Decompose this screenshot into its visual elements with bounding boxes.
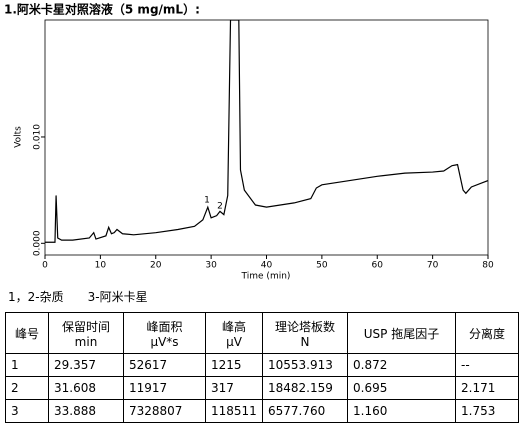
header-text: USP 拖尾因子: [363, 326, 440, 341]
header-cell: 峰高 μV: [205, 312, 263, 354]
table-cell: 29.357: [48, 353, 124, 377]
peak-label: 1: [204, 196, 210, 206]
header-cell: USP 拖尾因子: [347, 312, 456, 354]
chart-title: 1.阿米卡星对照溶液（5 mg/mL）:: [4, 2, 200, 17]
table-cell: 118511: [205, 399, 263, 423]
table-cell: 2.171: [455, 376, 519, 400]
table-cell: 1.753: [455, 399, 519, 423]
header-cell: 理论塔板数 N: [262, 312, 348, 354]
plot-frame: [44, 19, 489, 256]
header-cell: 峰面积 μV*s: [123, 312, 206, 354]
table-cell: 0.695: [347, 376, 456, 400]
table-cell: 18482.159: [262, 376, 348, 400]
x-tick-label: 40: [261, 261, 273, 271]
table-cell: 11917: [123, 376, 206, 400]
x-tick-label: 30: [205, 261, 217, 271]
y-tick-label: 0.000: [33, 230, 43, 256]
header-cell: 分离度: [455, 312, 519, 354]
x-tick-label: 50: [316, 261, 328, 271]
x-tick-label: 80: [482, 261, 494, 271]
header-text: 保留时间: [61, 319, 110, 334]
header-text: 分离度: [468, 326, 505, 341]
y-axis-label: Volts: [14, 126, 24, 148]
table-cell: 7328807: [123, 399, 206, 423]
table-cell: 52617: [123, 353, 206, 377]
x-tick-label: 10: [95, 261, 107, 271]
table-cell: 33.888: [48, 399, 124, 423]
header-text: 峰面积: [146, 319, 183, 334]
table-cell: 6577.760: [262, 399, 348, 423]
y-tick-label: 0.010: [33, 124, 43, 150]
header-text: μV: [226, 334, 242, 349]
peak-note: 1，2-杂质 3-阿米卡星: [8, 290, 148, 304]
table-cell: 1.160: [347, 399, 456, 423]
table-cell: 31.608: [48, 376, 124, 400]
x-tick-label: 70: [427, 261, 439, 271]
x-tick-label: 20: [150, 261, 162, 271]
x-tick-label: 60: [372, 261, 384, 271]
header-text: 峰号: [14, 326, 39, 341]
header-text: min: [74, 334, 98, 349]
x-tick-label: 0: [42, 261, 48, 271]
chart: 1.阿米卡星对照溶液（5 mg/mL）: Time (min) Volts 0 1…: [4, 2, 494, 282]
header-text: N: [300, 334, 310, 349]
header-row: 峰号 保留时间 min 峰面积 μV*s 峰高 μV 理论塔板数 N USP 拖尾因子 分离度: [5, 312, 519, 354]
header-text: μV*s: [150, 334, 179, 349]
table-row: 2 31.608 11917 317 18482.159 0.695 2.171: [5, 376, 519, 400]
header-text: 峰高: [221, 319, 246, 334]
header-text: 理论塔板数: [274, 319, 335, 334]
peak-label: 2: [217, 202, 223, 212]
trace: [45, 20, 488, 243]
header-cell: 峰号: [5, 312, 49, 354]
result-table: 峰号 保留时间 min 峰面积 μV*s 峰高 μV 理论塔板数 N USP 拖尾因子 分离度 1 29…: [5, 312, 519, 423]
table-cell: 0.872: [347, 353, 456, 377]
header-cell: 保留时间 min: [48, 312, 124, 354]
table-cell: --: [455, 353, 519, 377]
table-cell: 10553.913: [262, 353, 348, 377]
table-cell: 1: [5, 353, 49, 377]
table-cell: 317: [205, 376, 263, 400]
table-cell: 3: [5, 399, 49, 423]
table-row: 3 33.888 7328807 118511 6577.760 1.160 1.753: [5, 399, 519, 423]
table-row: 1 29.357 52617 1215 10553.913 0.872 --: [5, 353, 519, 377]
x-axis-label: Time (min): [241, 272, 291, 282]
table-cell: 1215: [205, 353, 263, 377]
table-cell: 2: [5, 376, 49, 400]
